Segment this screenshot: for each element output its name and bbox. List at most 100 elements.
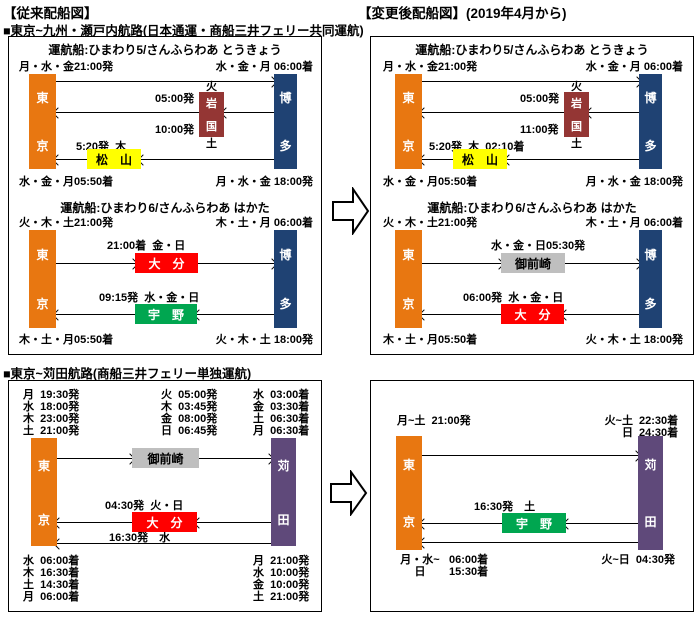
kanda-arrival-row: 日 24:30着 [593,427,678,439]
oita-box: 大 分 [135,253,198,273]
return-route-arrow [422,542,638,543]
tokyo-depart-label: 月・水・金21:00発 [383,61,478,73]
ship1-title: 運航船:ひまわり5/さんふらわあ とうきょう [48,43,282,57]
omaezaki-box: 御前崎 [132,448,199,468]
hakata-depart-label: 月・水・金 18:00発 [585,176,683,188]
return-route-arrow [564,314,639,315]
ship1-title: 運航船:ひまわり5/さんふらわあ とうきょう [415,43,649,57]
hakata-port-bar: 博多 [274,230,297,328]
iwakuni-day-bottom-label: 土 [206,138,217,150]
matsuyama-box: 松 山 [453,149,507,169]
hakata-depart-label: 火・木・土 18:00発 [585,334,683,346]
return-route-arrow [141,159,274,160]
iwakuni-day-top-label: 火 [206,81,217,93]
uno-schedule-label: 16:30発 土 [474,501,536,513]
tokyo-depart-label: 月・水・金21:00発 [19,61,114,73]
kanda-port-bar: 苅田 [271,438,296,546]
iwakuni-day-top-label: 火 [571,81,582,93]
tokyo-depart-label: 火・木・土21:00発 [19,217,114,229]
outbound-route-arrow [422,455,638,456]
kanda-departure-row: 土 21:00発 [253,591,310,603]
omaezaki-departure-row: 金 08:00発 [161,413,218,425]
return-route-arrow [507,159,639,160]
return-route-arrow [589,112,639,113]
matsuyama-box: 松 山 [87,149,141,169]
hakata-port-bar: 博多 [274,74,297,169]
direct-return-schedule-label: 16:30発 水 [109,532,171,544]
return-route-arrow [224,112,274,113]
tokyo-depart-label: 火・木・土21:00発 [383,217,478,229]
tokyo-port-bar: 東京 [395,230,422,328]
omaezaki-departure-row: 火 05:00発 [161,389,218,401]
tokyo-arrive-label: 水・金・月05:50着 [19,176,114,188]
iwakuni-depart2-label: 10:00発 [155,124,195,136]
return-route-arrow [57,522,132,523]
return-route-arrow [422,523,502,524]
oita-schedule-label: 06:00発 水・金・日 [463,292,564,304]
tokyo-departure-row: 月 19:30発 [23,389,80,401]
arrival-days: 日 [622,427,633,439]
iwakuni-depart1-label: 05:00発 [520,93,560,105]
omaezaki-box: 御前崎 [501,253,565,273]
uno-box: 宇 野 [135,304,197,324]
tokyo-arrive-label: 木・土・月05:50着 [383,334,478,346]
oita-schedule-label: 21:00着 金・日 [107,240,186,252]
tokyo-departure-row: 土 21:00発 [23,425,80,437]
section-heading-kanda-route: ■東京~苅田航路(商船三井フェリー単独運航) [3,367,252,381]
tokyo-port-bar: 東京 [396,436,422,550]
change-arrow-icon [332,187,370,235]
hakata-port-bar: 博多 [639,230,662,328]
omaezaki-departure-row: 日 06:45発 [161,425,218,437]
tokyo-port-bar: 東京 [31,438,57,546]
kanda-departure-row: 水 10:00発 [253,567,310,579]
kanda-arrival-row: 金 03:30着 [253,401,310,413]
kanda-depart-label: 火~日 04:30発 [601,554,675,566]
section-heading-kyushu-route: ■東京~九州・瀬戸内航路(日本通運・商船三井フェリー共同運航) [3,24,364,38]
outbound-route-arrow [565,263,639,264]
return-route-arrow [422,112,564,113]
arrival-days: 日 [414,566,426,578]
iwakuni-depart2-label: 11:00発 [520,124,559,136]
oita-schedule-label: 04:30発 火・日 [105,500,184,512]
tokyo-arrival-row: 月 06:00着 [23,591,80,603]
outbound-route-arrow [198,263,274,264]
tokyo-departure-row: 水 18:00発 [23,401,80,413]
outbound-route-arrow [422,263,501,264]
kanda-arrival-row: 土 06:30着 [253,413,310,425]
omaezaki-departure-row: 木 03:45発 [161,401,218,413]
iwakuni-depart1-label: 05:00発 [155,93,195,105]
after-diagram-title: 【変更後配船図】(2019年4月から) [358,6,567,21]
outbound-route-arrow [57,458,132,459]
outbound-route-arrow [56,81,274,82]
return-route-arrow [197,314,274,315]
iwakuni-box: 岩国 [564,92,589,137]
kanda-departure-row: 金 10:00発 [253,579,310,591]
return-route-arrow [422,159,453,160]
return-route-arrow [422,314,501,315]
panel-kanda-before: 月 19:30発 水 18:00発 木 23:00発 土 21:00発 火 05… [8,380,322,612]
kanda-arrival-row: 月 06:30着 [253,425,310,437]
return-route-arrow [57,543,271,544]
tokyo-arrival-row: 月・水~ 06:00着 [397,554,488,566]
outbound-route-arrow [199,458,271,459]
hakata-arrive-label: 水・金・月 06:00着 [215,61,313,73]
outbound-route-arrow [56,263,135,264]
kanda-arrival-row: 水 03:00着 [253,389,310,401]
tokyo-arrival-row: 土 14:30着 [23,579,80,591]
kanda-port-bar: 苅田 [638,436,663,550]
uno-box: 宇 野 [502,513,566,533]
tokyo-depart-label: 月~土 21:00発 [397,415,471,427]
hakata-depart-label: 火・木・土 18:00発 [215,334,313,346]
iwakuni-day-bottom-label: 土 [571,138,582,150]
uno-schedule-label: 09:15発 水・金・日 [99,292,200,304]
iwakuni-box: 岩国 [199,92,224,137]
kanda-departure-row: 月 21:00発 [253,555,310,567]
omaezaki-schedule-label: 水・金・日05:30発 [491,240,586,252]
arrival-time: 22:30着 [639,415,679,427]
tokyo-port-bar: 東京 [395,74,422,169]
before-diagram-title: 【従来配船図】 [3,6,98,21]
hakata-depart-label: 月・水・金 18:00発 [215,176,313,188]
hakata-arrive-label: 木・土・月 06:00着 [215,217,313,229]
return-route-arrow [197,522,271,523]
